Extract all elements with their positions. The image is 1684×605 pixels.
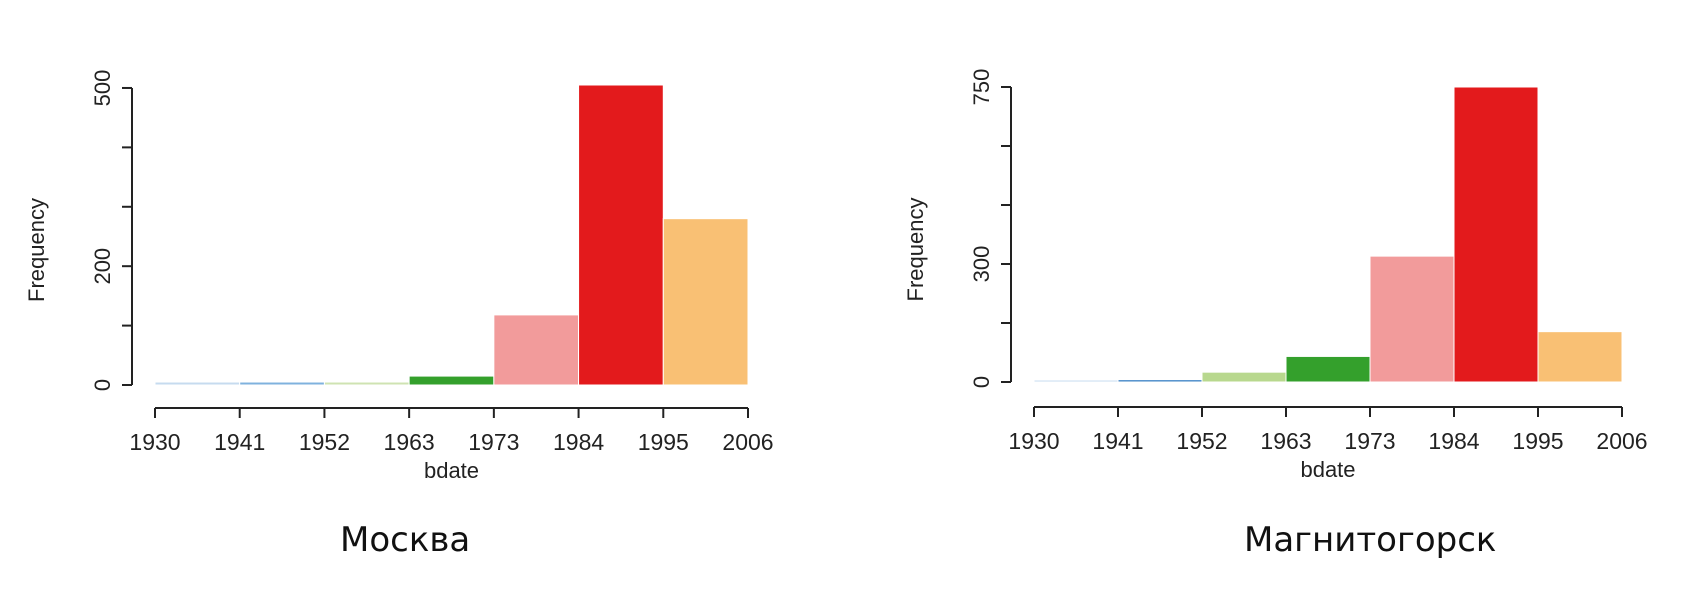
histogram-bar xyxy=(239,381,325,386)
histogram-bar xyxy=(1201,371,1287,383)
x-tick-label: 1941 xyxy=(214,429,265,455)
y-axis-title: Frequency xyxy=(24,198,49,302)
x-tick-label: 1930 xyxy=(129,429,180,455)
x-tick-label: 1930 xyxy=(1008,428,1059,454)
histogram-bar xyxy=(578,84,664,386)
y-tick-label: 0 xyxy=(969,376,994,388)
x-tick-label: 1973 xyxy=(1344,428,1395,454)
x-tick-label: 2006 xyxy=(722,429,773,455)
x-tick-label: 1941 xyxy=(1092,428,1143,454)
histogram-moscow: 0 200 500 1930 1941 1952 1963 1973 1984 1995 2006 b… xyxy=(24,70,774,483)
x-tick-label: 2006 xyxy=(1596,428,1647,454)
histogram-bar xyxy=(154,381,241,386)
x-tick-label: 1995 xyxy=(638,429,689,455)
histogram-bar xyxy=(323,381,410,386)
chart-caption-magnitogorsk: Магнитогорск xyxy=(1244,520,1497,560)
histogram-bar xyxy=(1453,86,1539,383)
histogram-bar xyxy=(493,314,580,386)
chart-panel-magnitogorsk: 0 300 750 1930 1941 1952 1963 1973 1984 1995 2006 b… xyxy=(842,0,1684,605)
x-tick-label: 1963 xyxy=(384,429,435,455)
y-axis-title: Frequency xyxy=(903,198,928,302)
histogram-bar xyxy=(1117,379,1203,383)
x-axis-title: bdate xyxy=(1300,457,1355,482)
y-tick-label: 0 xyxy=(90,379,115,391)
x-tick-label: 1995 xyxy=(1512,428,1563,454)
y-tick-label: 200 xyxy=(90,248,115,285)
histogram-bar xyxy=(1033,379,1119,383)
x-tick-label: 1952 xyxy=(299,429,350,455)
y-tick-label: 300 xyxy=(969,246,994,283)
histogram-bar xyxy=(662,218,749,386)
x-tick-label: 1984 xyxy=(1428,428,1479,454)
histogram-bar xyxy=(1537,331,1623,383)
y-tick-label: 750 xyxy=(969,69,994,106)
histogram-bar xyxy=(1285,355,1371,383)
x-tick-label: 1963 xyxy=(1260,428,1311,454)
chart-panel-moscow: 0 200 500 1930 1941 1952 1963 1973 1984 1995 2006 b… xyxy=(24,70,774,560)
histogram-bar xyxy=(1369,255,1455,383)
x-tick-label: 1984 xyxy=(553,429,604,455)
histogram-magnitogorsk: 0 300 750 1930 1941 1952 1963 1973 1984 1995 2006 b… xyxy=(903,69,1648,482)
y-tick-label: 500 xyxy=(90,70,115,107)
x-axis-title: bdate xyxy=(424,458,479,483)
histogram-bar xyxy=(408,375,495,386)
chart-caption-moscow: Москва xyxy=(340,520,471,560)
x-tick-label: 1952 xyxy=(1176,428,1227,454)
x-tick-label: 1973 xyxy=(468,429,519,455)
